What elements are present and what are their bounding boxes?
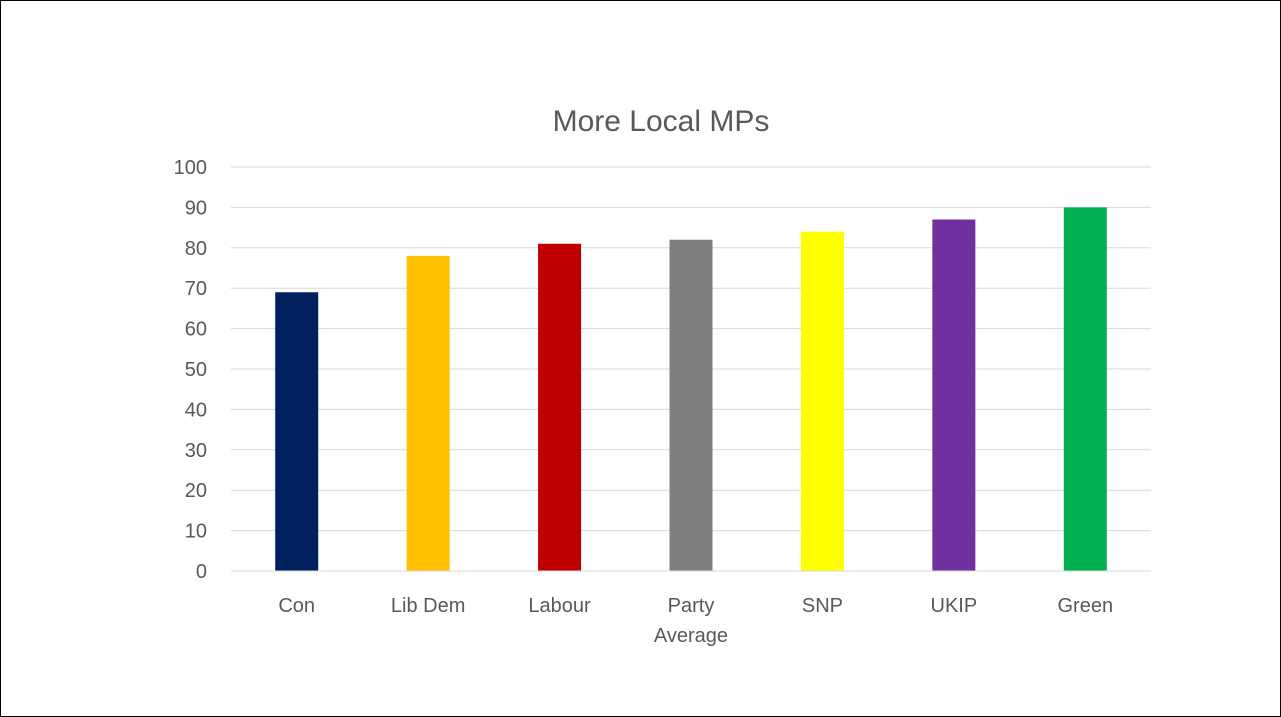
y-tick-label: 80 xyxy=(185,238,207,260)
y-axis-tick-labels: 0 10 20 30 40 50 60 70 80 90 100 xyxy=(174,157,207,583)
x-category-label-line: Average xyxy=(654,625,728,647)
y-tick-label: 20 xyxy=(185,480,207,502)
x-category-label: Lib Dem xyxy=(391,595,465,617)
x-category-label: UKIP xyxy=(931,595,978,617)
x-category-label: Con xyxy=(278,595,315,617)
x-category-label-line: Party xyxy=(668,595,715,617)
bars xyxy=(275,207,1107,571)
y-tick-label: 90 xyxy=(185,197,207,219)
x-category-label-line: Labour xyxy=(528,595,591,617)
y-tick-label: 40 xyxy=(185,399,207,421)
y-tick-label: 70 xyxy=(185,278,207,300)
y-tick-label: 60 xyxy=(185,319,207,341)
chart-title: More Local MPs xyxy=(553,105,770,138)
x-category-label: SNP xyxy=(802,595,843,617)
bar-con xyxy=(275,292,319,571)
x-category-label-line: SNP xyxy=(802,595,843,617)
y-tick-label: 100 xyxy=(174,157,207,179)
bar-ukip xyxy=(932,219,976,571)
x-category-label: Party Average xyxy=(654,595,728,647)
x-axis-category-labels: Con Lib Dem Labour Party Average SNP UKIP Green xyxy=(278,595,1113,647)
x-category-label-line: Green xyxy=(1057,595,1113,617)
bar-lib-dem xyxy=(406,255,450,571)
x-category-label: Green xyxy=(1057,595,1113,617)
bar-snp xyxy=(800,231,844,571)
y-tick-label: 0 xyxy=(196,561,207,583)
bar-party-average xyxy=(669,239,713,571)
bar-labour xyxy=(538,243,582,571)
x-category-label: Labour xyxy=(528,595,591,617)
x-category-label-line: Con xyxy=(278,595,315,617)
y-tick-label: 10 xyxy=(185,521,207,543)
x-category-label-line: Lib Dem xyxy=(391,595,465,617)
y-tick-label: 50 xyxy=(185,359,207,381)
y-tick-label: 30 xyxy=(185,440,207,462)
x-category-label-line: UKIP xyxy=(931,595,978,617)
bar-green xyxy=(1063,207,1107,571)
